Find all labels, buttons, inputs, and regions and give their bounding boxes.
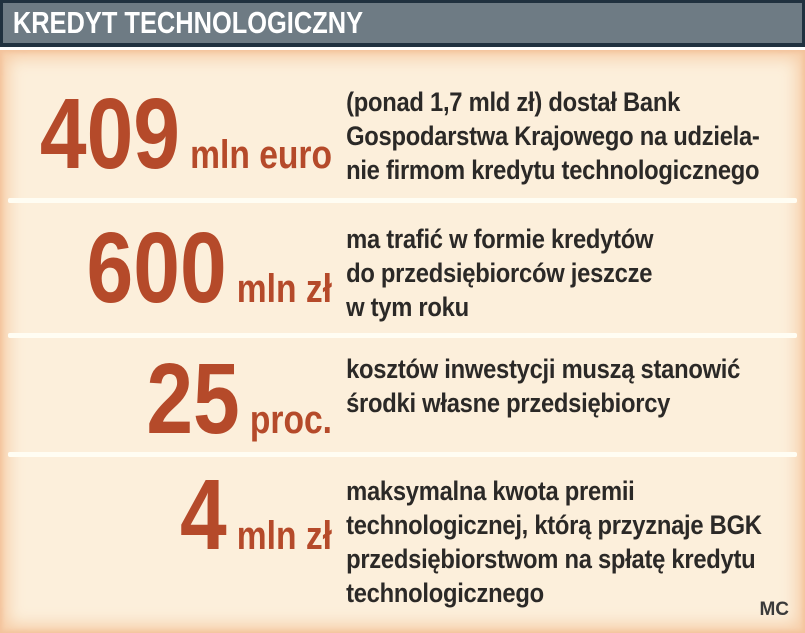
stat-description: ma trafić w formie kredytów do przedsięb… [346, 224, 654, 322]
stat-number: 409 mln euro [40, 84, 332, 184]
content-panel: 409 mln euro (ponad 1,7 mld zł) dostał B… [0, 50, 805, 633]
stat-number: 600 mln zł [53, 218, 332, 318]
stat-unit: mln zł [236, 267, 332, 311]
row-divider [8, 452, 797, 457]
row-divider [8, 198, 797, 203]
stat-description: kosztów inwestycji muszą stanowić środki… [346, 354, 741, 418]
stat-row-4-mln-zl: 4 mln zł maksymalna kwota premii technol… [0, 457, 805, 617]
stat-unit: mln zł [236, 514, 332, 558]
stat-value: 409 [39, 78, 181, 190]
stat-unit: proc. [249, 397, 332, 442]
stat-row-600-mln-zl: 600 mln zł ma trafić w formie kredytów d… [0, 203, 805, 333]
row-divider [8, 333, 797, 338]
stat-unit: mln euro [190, 133, 332, 177]
stat-value: 4 [179, 459, 227, 571]
stat-number: 25 proc. [53, 349, 332, 449]
stat-description: (ponad 1,7 mld zł) dostał Bank Gospodars… [346, 87, 760, 185]
stat-row-409-mln-euro: 409 mln euro (ponad 1,7 mld zł) dostał B… [0, 50, 805, 200]
header-bar: KREDYT TECHNOLOGICZNY [0, 0, 805, 47]
author-credit: MC [759, 599, 789, 620]
stat-row-25-proc: 25 proc. kosztów inwestycji muszą stanow… [0, 338, 805, 452]
stat-description: maksymalna kwota premii technologicznej,… [346, 476, 762, 608]
stat-value: 600 [86, 212, 227, 324]
stat-number: 4 mln zł [53, 465, 332, 565]
stat-value: 25 [146, 342, 240, 455]
page-title: KREDYT TECHNOLOGICZNY [12, 5, 364, 40]
